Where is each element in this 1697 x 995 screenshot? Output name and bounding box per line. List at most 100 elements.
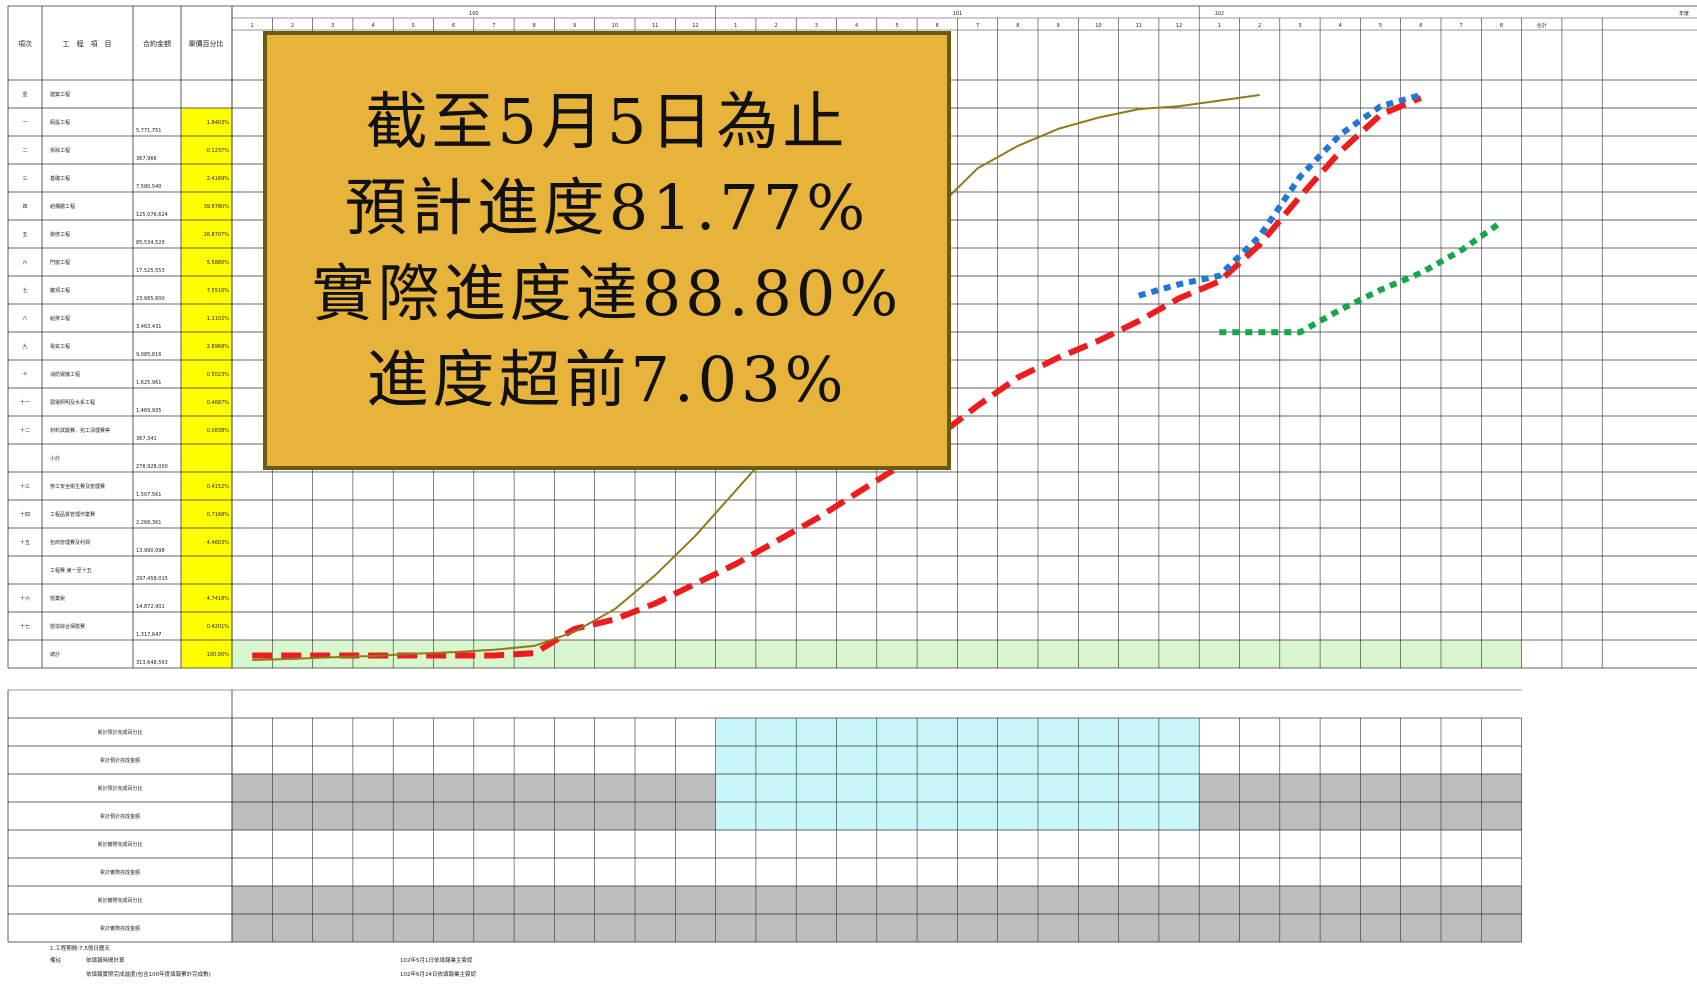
row-number: 十三 (20, 483, 30, 490)
header-label: 單價百分比 (189, 39, 224, 48)
item-label: 營造綜合保險費 (50, 623, 85, 630)
total-header-label: 合計 (1537, 22, 1547, 29)
item-label: 電氣工程 (50, 343, 70, 350)
bottom-row-label: 累計實際完成金額 (100, 925, 140, 932)
item-label: 工程費 第一至十五 (50, 567, 92, 574)
header-label: 項次 (18, 39, 32, 48)
bottom-row-label: 累計預計完成百分比 (97, 785, 142, 792)
percentage-value: 0.4201% (207, 624, 229, 630)
footnote: 102年5月1日依填報業主簽認 (400, 956, 473, 964)
row-number: 十二 (20, 427, 30, 434)
month-label: 3 (331, 23, 334, 29)
item-label: 假設工程 (50, 119, 70, 126)
row-number: 壹 (22, 91, 27, 98)
month-label: 1 (1218, 23, 1221, 29)
month-label: 9 (573, 23, 576, 29)
month-label: 11 (1136, 23, 1142, 29)
contract-amount: 278,928,000 (136, 464, 168, 470)
month-label: 7 (976, 23, 979, 29)
percentage-value: 0.5023% (207, 372, 229, 378)
item-label: 雜項工程 (50, 287, 70, 294)
month-label: 7 (1460, 23, 1463, 29)
row-number: 二 (22, 148, 27, 154)
bottom-row-label: 累計實際完成百分比 (97, 897, 142, 904)
month-label: 9 (1057, 23, 1060, 29)
callout-line-ahead: 進度超前7.03% (366, 342, 848, 416)
header-label: 工 程 項 目 (63, 39, 112, 48)
bottom-row-label: 累計實際完成百分比 (97, 841, 142, 848)
item-label: 總計 (50, 651, 60, 658)
callout-line-date: 截至5月5日為止 (365, 84, 849, 158)
percentage-value: 7.5516% (207, 288, 229, 294)
item-label: 裝修工程 (50, 231, 70, 238)
bottom-row-label: 累計預計完成百分比 (97, 729, 142, 736)
percentage-value: 1.1102% (207, 316, 229, 322)
item-label: 門窗工程 (50, 259, 70, 266)
percentage-value: 4.4603% (207, 540, 229, 546)
month-label: 6 (936, 23, 939, 29)
month-label: 1 (734, 23, 737, 29)
contract-amount: 7,580,540 (136, 184, 161, 190)
item-label: 拆除工程 (50, 147, 70, 154)
month-label: 8 (1016, 23, 1019, 29)
contract-amount: 1,625,961 (136, 380, 161, 386)
month-label: 1 (251, 23, 254, 29)
contract-amount: 13,990,098 (136, 548, 165, 554)
percentage-value: 0.7168% (207, 512, 229, 518)
item-label: 勞工安全衛生費及管理費 (50, 483, 105, 490)
contract-amount: 2,268,361 (136, 520, 161, 526)
contract-amount: 1,507,561 (136, 492, 161, 498)
year-label: 年度 (1679, 10, 1689, 17)
percentage-value: 2.8968% (207, 344, 229, 350)
percentage-value: 39.8780% (204, 204, 230, 210)
month-label: 8 (1500, 23, 1503, 29)
month-label: 2 (291, 23, 294, 29)
percentage-value: 0.4152% (207, 484, 229, 490)
month-label: 3 (815, 23, 818, 29)
item-label: 消防電機工程 (50, 371, 80, 378)
month-label: 12 (692, 23, 698, 29)
contract-amount: 367,966 (136, 156, 157, 162)
row-number: 三 (22, 176, 27, 182)
footnote: 備註 (50, 956, 62, 964)
year-label: 101 (953, 11, 963, 17)
month-label: 4 (855, 23, 858, 29)
row-number: 一 (22, 120, 27, 126)
month-label: 5 (1379, 23, 1382, 29)
header-label: 合約金額 (143, 39, 171, 48)
item-label: 小計 (50, 455, 60, 462)
percentage-value: 100.00% (207, 652, 229, 658)
month-label: 6 (452, 23, 455, 29)
percentage-value: 26.8707% (204, 232, 230, 238)
item-label: 基礎工程 (50, 175, 70, 182)
month-label: 6 (1419, 23, 1422, 29)
contract-amount: 367,341 (136, 436, 157, 442)
footnote: 依填報實際完成進度(包含100年度填報累計完成數) (86, 970, 211, 978)
month-label: 2 (774, 23, 777, 29)
percentage-value: 2.4169% (207, 176, 229, 182)
footnote: 102年6月24日依填報業主簽認 (400, 970, 476, 978)
row-number: 八 (22, 316, 27, 322)
item-label: 營業稅 (50, 595, 65, 602)
contract-amount: 3,463,431 (136, 324, 161, 330)
row-number: 十一 (20, 399, 30, 406)
contract-amount: 17,525,553 (136, 268, 165, 274)
month-label: 4 (371, 23, 374, 29)
percentage-value: 0.4687% (207, 400, 229, 406)
contract-amount: 125,076,624 (136, 212, 168, 218)
item-label: 給排工程 (50, 315, 70, 322)
contract-amount: 5,771,751 (136, 128, 161, 134)
contract-amount: 1,317,647 (136, 632, 161, 638)
percentage-value: 5.5880% (207, 260, 229, 266)
item-label: 工程品質管理作業費 (50, 511, 95, 518)
item-label: 弱電照明及水系工程 (50, 399, 95, 406)
percentage-value: 1.8403% (207, 120, 229, 126)
year-label: 102 (1215, 11, 1225, 17)
month-label: 10 (612, 23, 618, 29)
item-label: 材料試驗費、完工清理費等 (50, 427, 110, 434)
month-label: 10 (1095, 23, 1101, 29)
month-label: 11 (652, 23, 658, 29)
month-label: 8 (533, 23, 536, 29)
row-number: 十四 (20, 511, 30, 518)
